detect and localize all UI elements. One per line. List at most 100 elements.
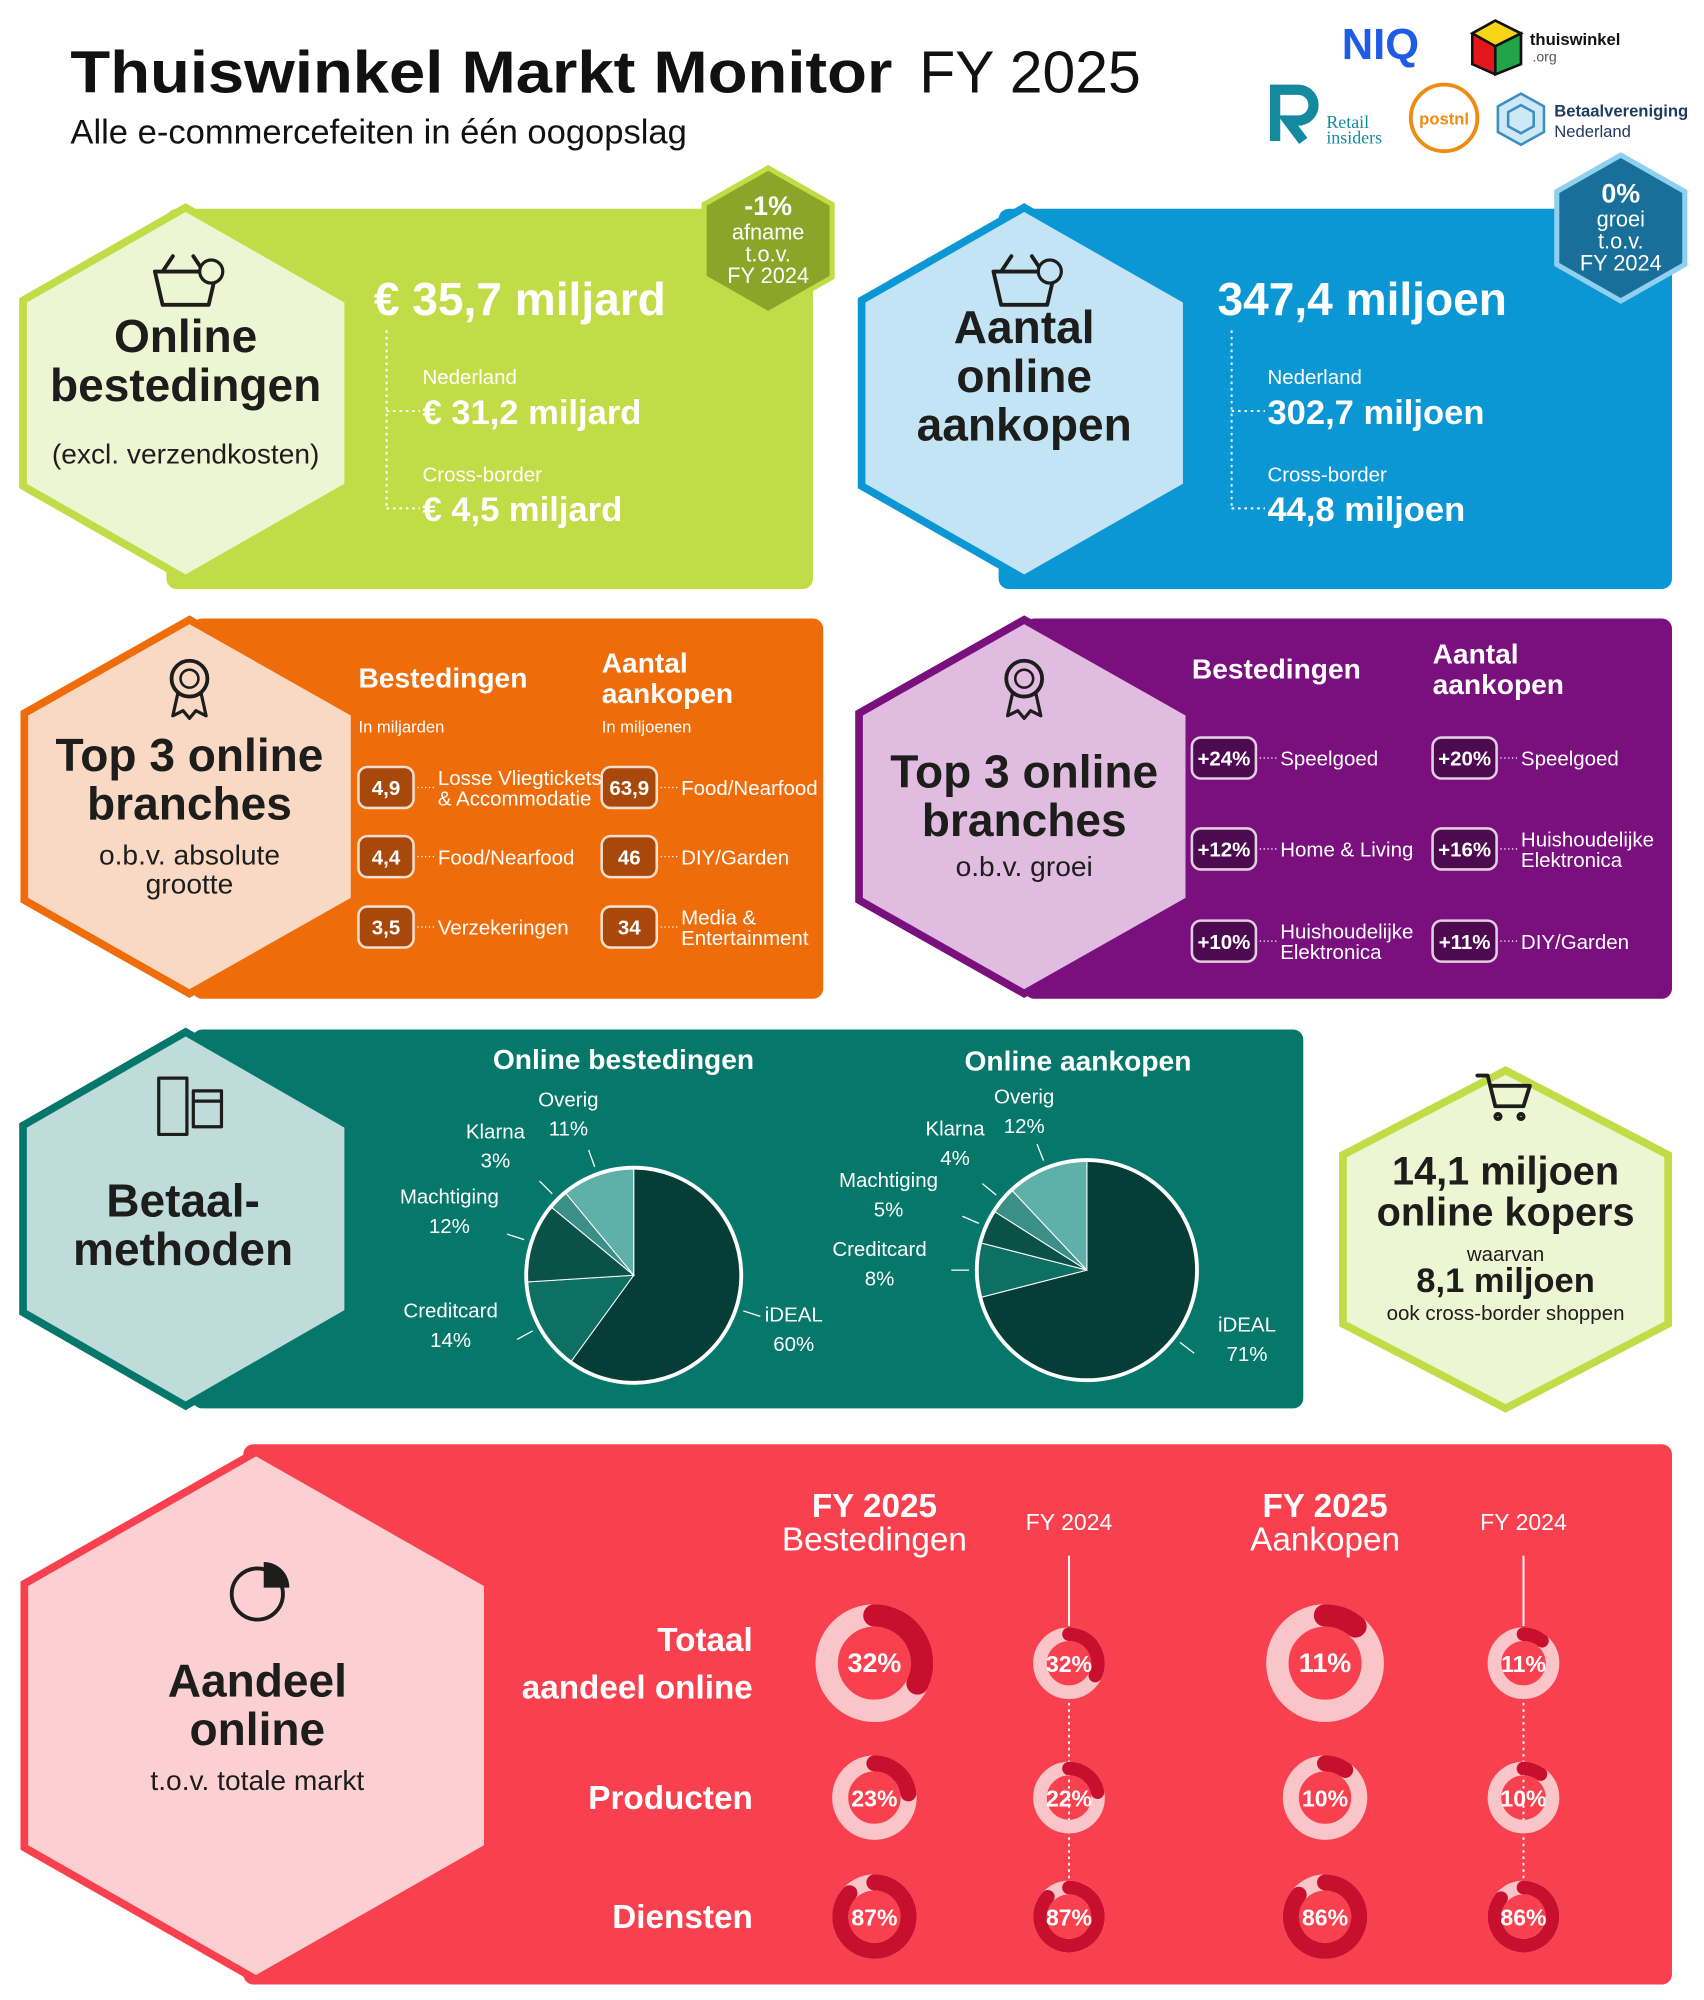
logo-text: Betaalvereniging xyxy=(1554,102,1688,121)
value-badge xyxy=(357,834,415,879)
item-label: Verzekeringen xyxy=(438,917,569,940)
kpi-label: Cross-border xyxy=(422,464,542,487)
column-year: FY 2024 xyxy=(1026,1509,1113,1535)
value-badge xyxy=(1431,827,1498,871)
card-title: bestedingen xyxy=(50,359,321,411)
column-unit: In miljoenen xyxy=(602,717,692,736)
connector xyxy=(516,1330,534,1340)
donut-label: 87% xyxy=(1046,1905,1092,1931)
connector xyxy=(1036,1143,1045,1161)
buyers-note: ook cross-border shoppen xyxy=(1387,1302,1625,1325)
donut-label: 87% xyxy=(851,1905,897,1931)
column-header: aankopen xyxy=(1433,669,1564,700)
kpi-value: € 4,5 miljard xyxy=(422,491,622,529)
connector xyxy=(506,1233,525,1241)
kpi-value: 302,7 miljoen xyxy=(1267,394,1484,432)
value-badge xyxy=(1190,736,1258,780)
value-badge-text: +20% xyxy=(1438,748,1491,771)
card-title: online xyxy=(956,350,1092,402)
kpi-label: Nederland xyxy=(422,366,516,389)
value-badge xyxy=(1431,919,1498,963)
pie-value-label: 60% xyxy=(773,1333,814,1356)
card-title: Online xyxy=(114,310,257,362)
badge-text: FY 2024 xyxy=(1580,250,1662,275)
card-title: methoden xyxy=(73,1223,293,1275)
kpi-label: Cross-border xyxy=(1267,464,1387,487)
donut-arc xyxy=(1516,1627,1549,1648)
row-label: aandeel online xyxy=(522,1669,753,1706)
card-title: aankopen xyxy=(917,399,1132,451)
pie-value-label: 71% xyxy=(1226,1343,1267,1366)
pie-label: Klarna xyxy=(466,1120,526,1143)
logo-betaal xyxy=(1506,103,1536,135)
hexagon xyxy=(857,203,1191,584)
logo-text: Retail xyxy=(1326,112,1369,132)
kpi-total: € 35,7 miljard xyxy=(374,273,666,325)
icon-medal xyxy=(171,691,208,720)
pie-label: Overig xyxy=(994,1086,1054,1109)
pie-value-label: 5% xyxy=(874,1198,904,1221)
item-label: Speelgoed xyxy=(1280,748,1378,771)
value-badge-text: 3,5 xyxy=(372,917,400,940)
card-title: Top 3 online xyxy=(56,729,324,781)
logo-text: postnl xyxy=(1419,109,1469,128)
icon-medal xyxy=(179,668,200,689)
row-label: Producten xyxy=(588,1780,753,1817)
logo-text: .org xyxy=(1532,49,1556,65)
donut-label: 10% xyxy=(1500,1786,1546,1812)
pie-label: Overig xyxy=(538,1088,598,1111)
donut-label: 86% xyxy=(1500,1905,1546,1931)
item-label: Elektronica xyxy=(1280,941,1382,964)
logo-postnl xyxy=(1408,82,1480,154)
column-header: Bestedingen xyxy=(358,663,527,694)
item-label: Speelgoed xyxy=(1521,748,1619,771)
pie-outline xyxy=(524,1165,744,1385)
donut-arc xyxy=(1313,1604,1367,1638)
pie-title: Online aankopen xyxy=(965,1045,1192,1076)
connector xyxy=(539,1180,553,1195)
pie-value-label: 12% xyxy=(1004,1115,1045,1138)
title-suffix: FY 2025 xyxy=(919,40,1141,105)
value-badge-text: +16% xyxy=(1438,839,1491,862)
badge-text: groei xyxy=(1597,207,1645,232)
kpi-value: € 31,2 miljard xyxy=(422,394,641,432)
logo-text: thuiswinkel xyxy=(1530,30,1621,49)
donut-arc xyxy=(1062,1761,1105,1799)
pie-value-label: 4% xyxy=(940,1147,970,1170)
pie-label: Machtiging xyxy=(839,1169,938,1192)
item-label: Losse Vliegtickets xyxy=(438,767,602,790)
item-label: Food/Nearfood xyxy=(681,777,818,800)
pie-value-label: 11% xyxy=(549,1118,588,1141)
card-title: Top 3 online xyxy=(890,745,1158,797)
hexagon xyxy=(19,1027,353,1411)
logo-cube xyxy=(1494,31,1523,77)
card-subtitle: o.b.v. absolute xyxy=(99,839,280,870)
hexagon xyxy=(701,164,835,317)
card-title: branches xyxy=(87,777,292,829)
value-badge-text: +24% xyxy=(1197,748,1250,771)
item-label: Huishoudelijke xyxy=(1521,828,1654,851)
pie-label: iDEAL xyxy=(765,1303,823,1326)
item-label: & Accommodatie xyxy=(438,787,592,810)
donut-label: 11% xyxy=(1299,1648,1351,1678)
value-badge-text: 46 xyxy=(618,846,641,869)
column-unit: In miljarden xyxy=(358,717,444,736)
pie-label: Creditcard xyxy=(403,1299,497,1322)
card-title: Aantal xyxy=(954,301,1095,353)
hexagon xyxy=(1339,1066,1672,1413)
connector xyxy=(743,1310,761,1318)
card xyxy=(243,1444,1672,1985)
value-badge-text: +11% xyxy=(1439,931,1491,954)
value-badge xyxy=(1190,827,1258,871)
pie-title: Online bestedingen xyxy=(493,1044,754,1075)
badge-text: t.o.v. xyxy=(745,241,791,266)
donut-label: 10% xyxy=(1302,1786,1348,1812)
item-label: DIY/Garden xyxy=(681,846,789,869)
donut-arc xyxy=(1516,1761,1548,1781)
value-badge xyxy=(357,905,415,949)
donut-arc xyxy=(863,1604,934,1695)
icon-payment xyxy=(157,1076,224,1137)
pie-value-label: 8% xyxy=(865,1267,895,1290)
hexagon xyxy=(1554,152,1688,304)
